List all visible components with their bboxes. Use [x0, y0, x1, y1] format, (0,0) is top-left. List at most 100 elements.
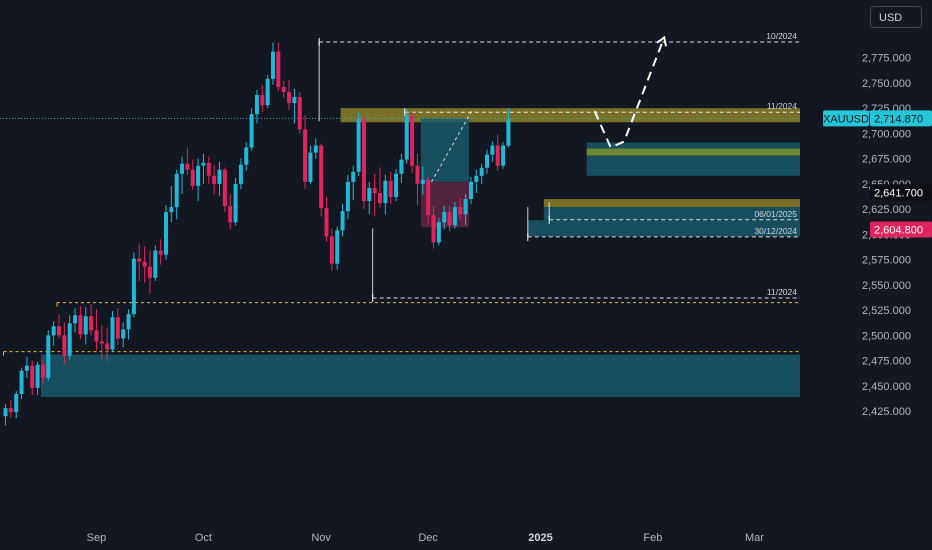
candle	[287, 79, 292, 111]
price-tick-label: 2,700.000	[862, 128, 911, 140]
candle	[249, 108, 254, 151]
level-label: 10/2024	[766, 31, 797, 41]
candle	[501, 142, 506, 169]
candle-body	[153, 250, 158, 278]
candle	[35, 361, 40, 395]
price-axis[interactable]: 2,425.000 2,450.000 2,475.000 2,500.000 2,52…	[862, 53, 911, 419]
candle	[153, 245, 158, 281]
level-label: 30/12/2024	[754, 226, 797, 236]
candle	[121, 322, 126, 348]
candle	[110, 311, 115, 352]
level-label-layer: 10/2024 11/2024 06/01/2025 30/12/2024 11/202…	[754, 31, 797, 297]
candle	[361, 117, 366, 210]
candle	[356, 112, 361, 176]
candle	[292, 88, 297, 124]
candle	[137, 243, 142, 281]
candle-body	[3, 408, 8, 417]
price-tag-layer: XAUUSD 2,714.870 2,641.700 2,604.800	[823, 110, 932, 238]
price-tick-label: 2,500.000	[862, 330, 911, 342]
currency-button[interactable]: USD	[870, 6, 922, 28]
candle-body	[367, 187, 372, 202]
price-tick-label: 2,775.000	[862, 53, 911, 65]
candle-body	[479, 167, 484, 176]
projection-arrowhead	[656, 35, 667, 47]
candle-body	[415, 165, 420, 184]
candle	[458, 198, 463, 221]
candle-body	[281, 86, 286, 92]
candle	[217, 161, 222, 197]
candle-body	[83, 316, 88, 335]
candle	[303, 115, 308, 189]
current-price-tag: XAUUSD 2,714.870	[823, 110, 932, 127]
candle	[394, 168, 399, 202]
candle-body	[410, 115, 415, 166]
candle-body	[324, 208, 329, 237]
price-tick-label: 2,475.000	[862, 356, 911, 368]
candle-body	[137, 258, 142, 262]
candle-body	[249, 114, 254, 148]
candle	[351, 165, 356, 201]
candle-body	[142, 261, 147, 267]
candle-body	[228, 206, 233, 223]
candle	[78, 306, 83, 340]
candle-body	[420, 179, 425, 184]
candle-body	[24, 365, 29, 371]
candle-body	[40, 364, 45, 378]
candle	[388, 171, 393, 205]
time-tick-label: Feb	[643, 532, 662, 544]
candle	[222, 167, 227, 213]
candle	[426, 176, 431, 225]
candle	[158, 239, 163, 265]
price-tick-label: 2,625.000	[862, 204, 911, 216]
candle	[174, 169, 179, 220]
candle-body	[361, 119, 366, 202]
candle-body	[30, 365, 35, 388]
candle	[3, 404, 8, 426]
candle	[83, 307, 88, 345]
teal-zone	[586, 155, 800, 176]
candle-body	[485, 154, 489, 168]
candle-body	[94, 330, 99, 342]
candle	[399, 153, 404, 183]
candle	[436, 218, 441, 246]
candle-body	[490, 145, 495, 155]
candle-body	[399, 159, 404, 174]
candle	[271, 42, 275, 85]
olive-zone	[340, 108, 800, 123]
candle-body	[463, 199, 468, 215]
candle	[506, 108, 511, 148]
price-tag-value: 2,714.870	[874, 113, 923, 125]
candle	[313, 138, 318, 159]
candle-body	[73, 315, 78, 324]
candle	[126, 309, 131, 340]
level-price-tag: 2,641.700	[870, 184, 932, 201]
candle-body	[164, 212, 168, 255]
candle	[463, 194, 468, 226]
candle	[265, 74, 270, 109]
candle	[324, 197, 329, 242]
level-line-layer	[0, 38, 800, 356]
time-tick-label: Dec	[418, 532, 438, 544]
candle	[297, 91, 302, 134]
candle-body	[271, 51, 275, 79]
olive-zone	[543, 199, 800, 208]
candle-body	[46, 335, 51, 378]
candle	[254, 89, 259, 124]
candle-body	[436, 222, 441, 243]
trend-line	[431, 110, 473, 183]
candle-body	[99, 341, 104, 344]
candle-body	[383, 180, 388, 204]
time-axis[interactable]: Sep Oct Nov Dec 2025 Feb Mar	[87, 532, 765, 544]
candle-body	[335, 230, 340, 264]
candle-body	[254, 95, 259, 115]
candle-body	[147, 266, 152, 278]
candle	[276, 42, 281, 91]
candle-body	[8, 408, 13, 413]
candle-body	[447, 212, 452, 226]
candle	[185, 147, 190, 175]
candle	[233, 177, 238, 226]
candle-body	[190, 169, 195, 186]
candle-body	[340, 211, 345, 231]
candle-body	[131, 258, 136, 315]
